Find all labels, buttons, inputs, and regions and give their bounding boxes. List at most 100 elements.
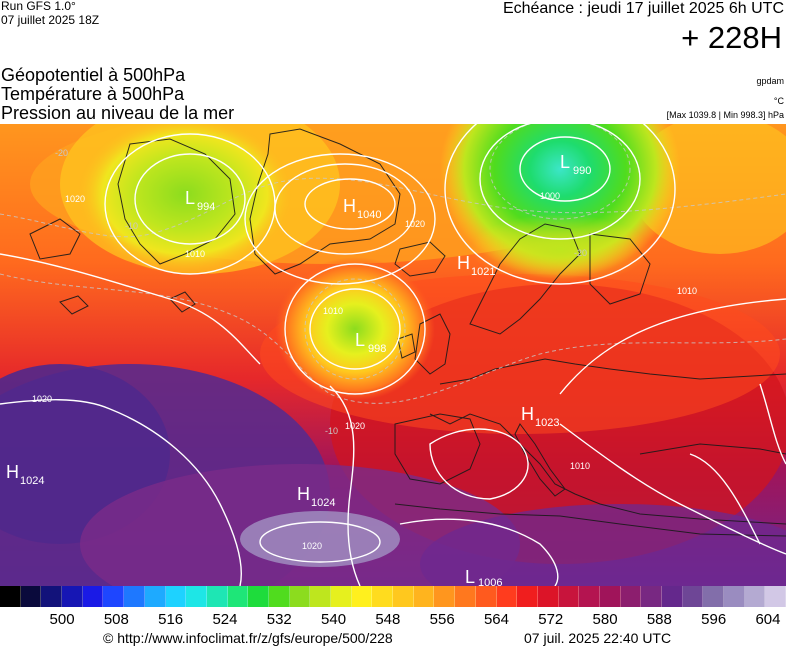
- forecast-map: 1020 1010 1000 1010 1010 1020 1020 1020 …: [0, 124, 786, 586]
- legend-swatch: [434, 586, 456, 607]
- pressure-center-value: 1024: [20, 475, 44, 487]
- pressure-center: H 1024: [297, 484, 335, 509]
- pressure-center-value: 1040: [357, 209, 381, 221]
- pressure-center-value: 1023: [535, 417, 559, 429]
- legend-swatch: [144, 586, 166, 607]
- run-date: 07 juillet 2025 18Z: [1, 13, 100, 27]
- lead-time: + 228H: [681, 20, 782, 55]
- legend-labels: 500 508 516 524 532 540 548 556 564 572 580 588 596 6…: [0, 611, 786, 628]
- isobar-label: 1020: [345, 421, 365, 431]
- pressure-center: H 1021: [457, 253, 495, 278]
- legend-swatch: [124, 586, 145, 607]
- legend-label: 508: [103, 611, 129, 628]
- legend-swatch: [20, 586, 42, 607]
- pressure-center-value: 1006: [478, 577, 502, 586]
- unit-gpdam: gpdam: [756, 76, 784, 86]
- legend-swatch: [268, 586, 290, 607]
- legend-label: 524: [212, 611, 238, 628]
- legend-label: 572: [538, 611, 564, 628]
- legend-swatch: [579, 586, 600, 607]
- isobar-label: 1020: [32, 394, 52, 404]
- pressure-center-value: 994: [197, 201, 215, 213]
- unit-celsius: °C: [773, 96, 784, 106]
- legend-label: 580: [592, 611, 618, 628]
- legend-swatch: [248, 586, 269, 607]
- legend-swatch: [413, 586, 435, 607]
- legend-swatch: [724, 586, 745, 607]
- pressure-center-type: L: [560, 152, 570, 172]
- legend-color-scale: [0, 586, 786, 607]
- legend-swatch: [289, 586, 311, 607]
- pressure-center-value: 1024: [311, 497, 335, 509]
- legend-swatch: [351, 586, 373, 607]
- legend-label: 596: [701, 611, 727, 628]
- pressure-center: H 1024: [6, 462, 44, 487]
- legend-swatch: [517, 586, 538, 607]
- pressure-center-type: L: [465, 567, 475, 586]
- pressure-center-type: H: [6, 462, 19, 482]
- legend-label: 516: [158, 611, 184, 628]
- legend-swatch: [41, 586, 63, 607]
- pressure-center: L 990: [560, 152, 591, 177]
- run-title: Run GFS 1.0°: [1, 0, 76, 13]
- legend-swatch: [165, 586, 187, 607]
- legend-swatch: [599, 586, 621, 607]
- pressure-center-type: L: [185, 188, 195, 208]
- param-pressure: Pression au niveau de la mer: [1, 103, 235, 123]
- legend-swatch: [744, 586, 766, 607]
- legend-swatch: [206, 586, 228, 607]
- isobar-label: 1000: [540, 191, 560, 201]
- legend-label: 588: [646, 611, 672, 628]
- legend-swatch: [662, 586, 683, 607]
- legend-label: 540: [321, 611, 347, 628]
- legend-swatch: [186, 586, 207, 607]
- legend-swatch: [641, 586, 662, 607]
- legend-swatch: [455, 586, 476, 607]
- pressure-center: L 998: [355, 330, 386, 355]
- legend-swatch: [537, 586, 559, 607]
- legend-swatch: [620, 586, 642, 607]
- legend-label: 556: [429, 611, 455, 628]
- legend-swatch: [372, 586, 394, 607]
- legend-label: 604: [755, 611, 781, 628]
- legend-swatch: [0, 586, 21, 607]
- max-min-pressure: [Max 1039.8 | Min 998.3] hPa: [666, 110, 784, 120]
- param-geopotential: Géopotentiel à 500hPa: [1, 65, 186, 85]
- pressure-center: L 994: [185, 188, 215, 213]
- legend-swatch: [475, 586, 497, 607]
- legend-label: 532: [266, 611, 292, 628]
- generated-timestamp: 07 juil. 2025 22:40 UTC: [524, 630, 672, 646]
- legend-swatch: [703, 586, 725, 607]
- pressure-center: H 1040: [343, 196, 381, 221]
- pressure-center: L 1006: [465, 567, 502, 586]
- isobar-label: 1020: [302, 541, 322, 551]
- isobar-label: 1010: [570, 461, 590, 471]
- legend-swatch: [682, 586, 704, 607]
- pressure-center-type: H: [521, 404, 534, 424]
- legend-label: 548: [375, 611, 401, 628]
- param-temperature: Température à 500hPa: [1, 84, 185, 104]
- legend-swatch: [393, 586, 414, 607]
- pressure-center-value: 998: [368, 343, 386, 355]
- pressure-center-type: H: [343, 196, 356, 216]
- isobar-label: 1010: [677, 286, 697, 296]
- legend-swatch: [103, 586, 125, 607]
- pressure-center-type: H: [297, 484, 310, 504]
- isotherm-label: -10: [325, 426, 338, 436]
- legend-swatch: [558, 586, 580, 607]
- pressure-center-type: H: [457, 253, 470, 273]
- legend-swatch: [765, 586, 786, 607]
- legend-swatch: [62, 586, 83, 607]
- legend-label: 564: [483, 611, 509, 628]
- legend-swatch: [331, 586, 352, 607]
- legend-swatch: [227, 586, 249, 607]
- legend-swatch: [496, 586, 518, 607]
- isobar-label: 1020: [65, 194, 85, 204]
- isobar-label: 1010: [323, 306, 343, 316]
- isotherm-label: -20: [55, 148, 68, 158]
- isotherm-label: -20: [574, 248, 587, 258]
- pressure-center: H 1023: [521, 404, 559, 429]
- pressure-center-value: 990: [573, 165, 591, 177]
- legend-label: 500: [49, 611, 75, 628]
- pressure-center-type: L: [355, 330, 365, 350]
